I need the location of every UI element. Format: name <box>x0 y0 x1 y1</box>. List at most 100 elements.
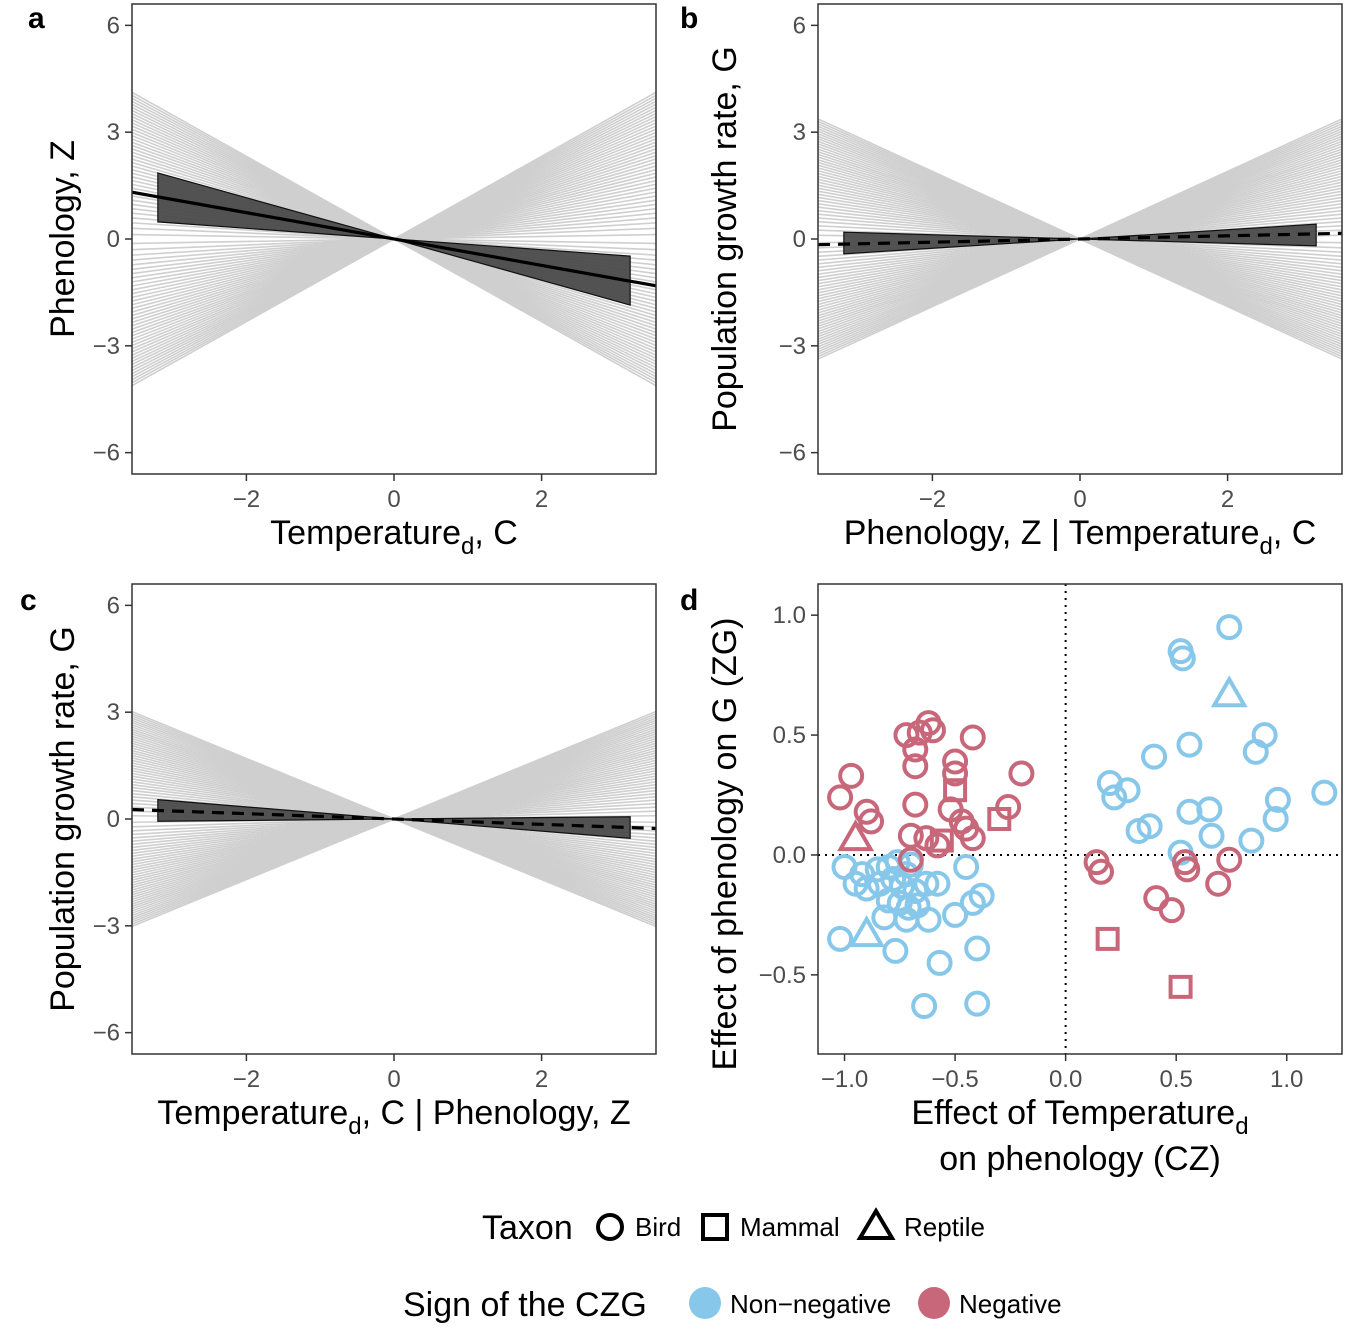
panel-d-xtick-label: −0.5 <box>931 1066 978 1093</box>
panel-c-ytick-label: 0 <box>107 806 120 833</box>
panel-c-xlabel: Temperatured, C | Phenology, Z <box>157 1094 630 1140</box>
bird-point <box>1311 779 1338 806</box>
panel-a-xlabel: Temperatured, C <box>270 514 518 560</box>
panel-label-b: b <box>680 2 698 35</box>
bird-point <box>1264 786 1291 813</box>
bird-point <box>1205 870 1232 897</box>
panel-b-xtick-label: 2 <box>1221 486 1234 513</box>
panel-a-ytick-label: −6 <box>93 440 120 467</box>
bird-point <box>1141 743 1168 770</box>
legend-non-negative-label: Non−negative <box>730 1289 891 1319</box>
panel-d-ylabel: Effect of phenology on G (ZG) <box>706 618 744 1071</box>
panel-a-xtick-label: −2 <box>233 486 260 513</box>
reptile-point <box>1210 675 1248 708</box>
panel-c-mean-line <box>132 807 656 831</box>
panel-label-a: a <box>28 2 45 35</box>
legend-reptile-label: Reptile <box>904 1212 985 1242</box>
panel-d-ytick-label: 0.5 <box>773 722 806 749</box>
bird-point <box>913 870 940 897</box>
legend-reptile-icon <box>856 1207 896 1240</box>
bird-point <box>827 925 854 952</box>
bird-point <box>911 993 938 1020</box>
bird-point <box>964 990 991 1017</box>
mammal-point <box>987 807 1012 831</box>
legend-mammal-icon <box>701 1213 729 1241</box>
panel-d-xlabel-line2: on phenology (CZ) <box>939 1140 1221 1178</box>
panel-c-xtick-label: 2 <box>535 1066 548 1093</box>
panel-c-ytick-label: −6 <box>93 1020 120 1047</box>
panel-d-xtick-label: 1.0 <box>1270 1066 1303 1093</box>
bird-point <box>1176 731 1203 758</box>
panel-b-ytick-label: 6 <box>793 12 806 39</box>
bird-point <box>953 853 980 880</box>
bird-point <box>926 949 953 976</box>
legend-bird-label: Bird <box>635 1212 681 1242</box>
legend-bird-icon <box>596 1213 624 1241</box>
legend-non-negative-icon <box>689 1287 721 1319</box>
panel-c-xtick-label: 0 <box>387 1066 400 1093</box>
legend-taxon-title: Taxon <box>482 1209 573 1247</box>
bird-point <box>1242 738 1269 765</box>
bird-point <box>902 736 929 763</box>
bird-point <box>968 882 995 909</box>
panel-a-ytick-label: 0 <box>107 226 120 253</box>
bird-point <box>915 906 942 933</box>
panel-label-c: c <box>20 584 37 617</box>
bird-point <box>1238 827 1265 854</box>
panel-b-ytick-label: 3 <box>793 119 806 146</box>
panel-c-xtick-label: −2 <box>233 1066 260 1093</box>
bird-point <box>1101 784 1128 811</box>
panel-b-ylabel: Population growth rate, G <box>706 46 744 432</box>
panel-a-ytick-label: −3 <box>93 333 120 360</box>
bird-point <box>858 808 885 835</box>
legend-sign-title: Sign of the CZG <box>403 1286 647 1324</box>
panel-d-xlabel-line1: Effect of Temperatured <box>911 1094 1248 1140</box>
bird-point <box>924 870 951 897</box>
bird-point <box>1176 798 1203 825</box>
bird-point <box>902 791 929 818</box>
bird-point <box>1088 858 1115 885</box>
bird-point <box>1169 645 1196 672</box>
panel-d-xtick-label: −1.0 <box>821 1066 868 1093</box>
bird-point <box>942 901 969 928</box>
panel-a-ytick-label: 3 <box>107 119 120 146</box>
bird-point <box>959 724 986 751</box>
panel-d-ytick-label: 0.0 <box>773 842 806 869</box>
panel-b: b −2 0 2 −6 −3 0 3 6 Phenology, Z | Temperature… <box>680 2 1343 560</box>
bird-point <box>942 760 969 787</box>
panel-b-xtick-label: 0 <box>1073 486 1086 513</box>
legend-mammal-label: Mammal <box>740 1212 840 1242</box>
mammal-point <box>929 828 954 853</box>
bird-point <box>1114 777 1141 804</box>
panel-d-ytick-label: −0.5 <box>759 962 806 989</box>
panel-a-xtick-label: 2 <box>535 486 548 513</box>
panel-a: a −2 0 2 −6 −3 0 3 6 Temperatured, C Phenology,… <box>28 2 657 560</box>
panel-d-xtick-label: 0.0 <box>1049 1066 1082 1093</box>
panel-b-ytick-label: 0 <box>793 226 806 253</box>
bird-point <box>1216 614 1243 641</box>
panel-c-ytick-label: 3 <box>107 699 120 726</box>
panel-a-mean-line <box>132 190 656 288</box>
legend: Taxon Bird Mammal Reptile Sign of the CZ… <box>403 1207 1062 1324</box>
panel-d: d −1.0 −0.5 0.0 0.5 1.0 −0.5 0.0 0.5 1.0 Effect … <box>680 583 1343 1178</box>
bird-point <box>838 762 865 789</box>
bird-point <box>1125 817 1152 844</box>
panel-a-xtick-label: 0 <box>387 486 400 513</box>
bird-point <box>924 832 951 859</box>
bird-point <box>942 748 969 775</box>
panel-b-ytick-label: −3 <box>779 333 806 360</box>
bird-point <box>853 875 880 902</box>
bird-point <box>1198 822 1225 849</box>
panel-a-ylabel: Phenology, Z <box>44 140 82 338</box>
legend-negative-label: Negative <box>959 1289 1062 1319</box>
reptile-point <box>837 819 875 852</box>
reptile-point <box>848 915 886 948</box>
bird-point <box>1158 897 1185 924</box>
bird-point <box>1174 856 1201 883</box>
legend-negative-icon <box>918 1287 950 1319</box>
bird-point <box>1262 806 1289 832</box>
bird-point <box>906 719 933 746</box>
panel-b-xtick-label: −2 <box>919 486 946 513</box>
bird-point <box>959 825 986 852</box>
bird-point <box>1216 846 1243 873</box>
